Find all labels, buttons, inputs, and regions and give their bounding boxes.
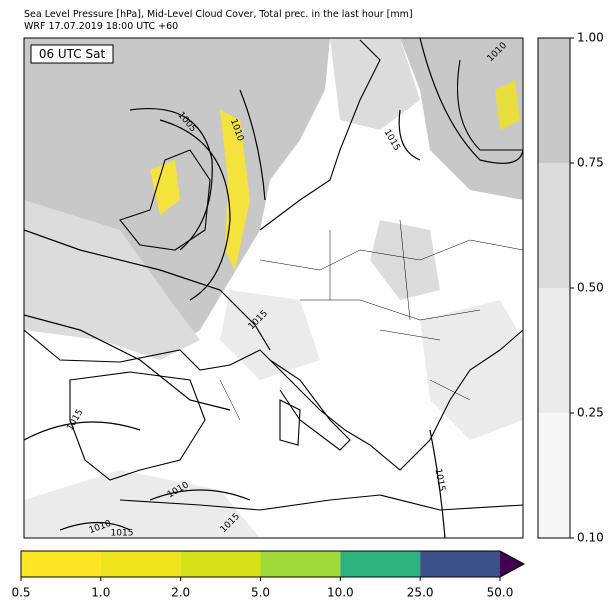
subtitle-line: WRF 17.07.2019 18:00 UTC +60 [24,21,178,32]
time-label: 06 UTC Sat [39,47,106,61]
colorbar-segment [340,551,421,577]
colorbar-frame [20,550,526,578]
tick-label: 0.5 [11,586,30,600]
colorbar-segment [420,551,500,577]
cloud-colorbar: 0.10 0.25 0.50 0.75 1.00 [537,31,604,545]
tick-label: 50.0 [487,586,514,600]
colorbar-segment [21,551,101,577]
tick-label: 0.75 [577,156,604,170]
tick-label: 5.0 [251,586,270,600]
tick-label: 1.0 [91,586,110,600]
title-line: Sea Level Pressure [hPa], Mid-Level Clou… [24,9,413,20]
colorbar-segment [260,551,341,577]
contour-label: 1015 [111,529,134,539]
colorbar-segment [538,288,570,413]
colorbar-segment [538,413,570,538]
time-box [30,44,114,64]
contour-label: 1015 [433,468,447,492]
colorbar-segment [180,551,261,577]
tick-label: 0.50 [577,281,604,295]
colorbar-segment [538,38,570,163]
map [24,38,523,538]
tick-label: 2.0 [171,586,190,600]
colorbar-extend [500,551,524,577]
tick-label: 0.10 [577,531,604,545]
colorbar-segment [538,163,570,288]
tick-label: 10.0 [327,586,354,600]
tick-label: 1.00 [577,31,604,45]
tick-label: 0.25 [577,406,604,420]
map-frame [23,37,524,539]
colorbar-segment [100,551,181,577]
tick-label: 25.0 [407,586,434,600]
precip-colorbar: 0.5 1.0 2.0 5.0 10.0 25.0 50.0 [11,550,526,600]
